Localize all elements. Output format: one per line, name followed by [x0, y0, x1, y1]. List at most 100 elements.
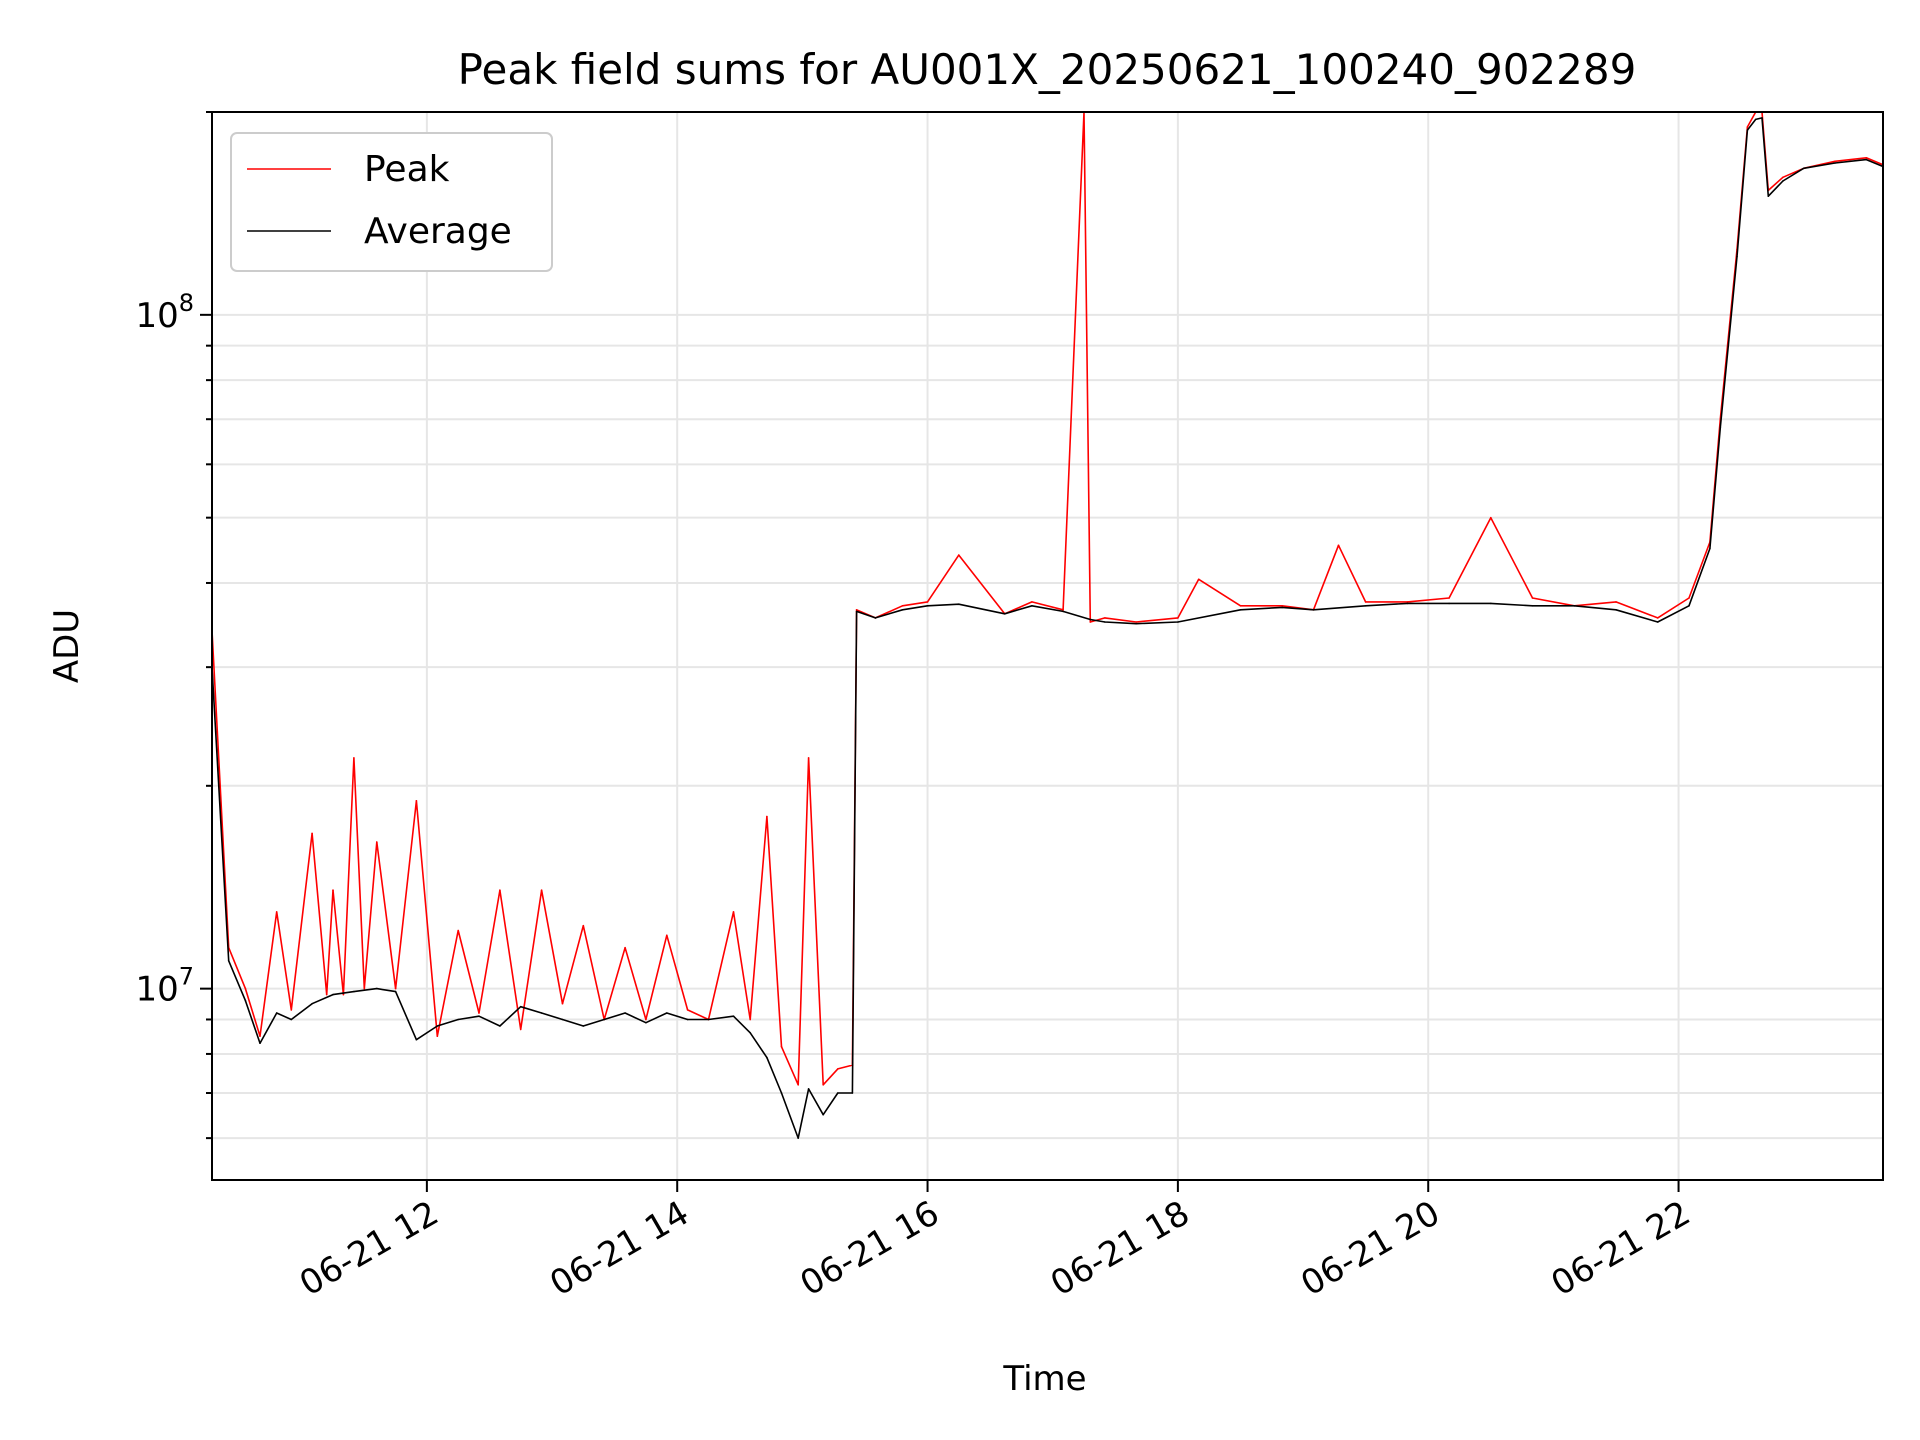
data-point-peak — [1135, 621, 1137, 623]
data-point-average — [780, 1092, 783, 1094]
data-point-peak — [1177, 617, 1179, 619]
data-point-average — [1531, 605, 1534, 607]
data-point-peak — [499, 889, 501, 891]
data-point-average — [376, 987, 378, 990]
legend-label-average: Average — [364, 211, 512, 252]
data-point-peak — [561, 1002, 564, 1005]
data-point-average — [749, 1032, 751, 1034]
data-point-peak — [1281, 605, 1283, 607]
data-point-average — [415, 1038, 418, 1041]
series-layer — [211, 111, 1884, 1139]
data-point-average — [707, 1018, 710, 1021]
data-point-peak — [901, 605, 904, 607]
data-point-average — [1448, 602, 1450, 605]
data-point-average — [1754, 118, 1757, 121]
data-point-average — [797, 1137, 799, 1139]
data-point-average — [1406, 602, 1409, 605]
data-point-peak — [1031, 601, 1033, 603]
y-tick-label: 107 — [135, 963, 194, 1010]
data-point-peak — [1865, 157, 1868, 159]
data-point-average — [1736, 255, 1738, 258]
data-point-average — [855, 610, 858, 613]
data-point-peak — [837, 1068, 839, 1070]
data-point-peak — [1782, 176, 1784, 179]
data-point-peak — [540, 889, 543, 891]
data-point-average — [436, 1025, 439, 1027]
data-point-average — [540, 1012, 543, 1014]
data-point-peak — [376, 841, 378, 843]
data-point-peak — [436, 1035, 439, 1037]
data-point-peak — [822, 1084, 824, 1086]
data-point-average — [1688, 605, 1690, 607]
data-point-peak — [290, 1009, 293, 1011]
data-point-average — [561, 1018, 564, 1021]
data-point-average — [259, 1042, 261, 1044]
data-point-peak — [1337, 544, 1340, 547]
data-point-average — [290, 1018, 293, 1021]
data-point-average — [1239, 609, 1242, 611]
data-point-peak — [275, 911, 278, 913]
data-point-peak — [1239, 605, 1242, 607]
data-point-peak — [325, 993, 328, 996]
data-point-average — [1364, 605, 1367, 607]
data-point-average — [1656, 621, 1659, 623]
data-point-peak — [332, 889, 334, 891]
data-point-average — [1834, 162, 1836, 164]
data-point-peak — [1089, 621, 1092, 623]
data-point-average — [332, 993, 334, 996]
data-point-average — [1031, 605, 1033, 607]
data-point-average — [244, 999, 247, 1002]
data-point-average — [766, 1056, 768, 1059]
data-point-average — [1802, 167, 1805, 170]
data-point-peak — [457, 929, 460, 932]
data-point-peak — [1364, 601, 1367, 603]
data-point-peak — [807, 757, 810, 759]
data-point-average — [519, 1005, 522, 1008]
x-axis-title: Time — [1002, 1359, 1086, 1399]
data-point-peak — [1656, 617, 1659, 619]
data-point-average — [457, 1018, 460, 1021]
data-point-average — [1782, 180, 1784, 182]
data-point-peak — [1104, 617, 1106, 619]
data-point-average — [1177, 621, 1179, 623]
data-point-peak — [519, 1028, 522, 1031]
data-point-peak — [394, 987, 397, 990]
y-tick-label-exponent: 8 — [179, 289, 194, 317]
data-point-average — [1062, 610, 1064, 613]
data-point-average — [353, 990, 355, 993]
data-point-average — [958, 603, 960, 605]
data-point-average — [1709, 547, 1711, 550]
data-point-average — [275, 1012, 278, 1014]
y-tick-label-base: 10 — [135, 970, 178, 1010]
data-point-peak — [645, 1018, 647, 1021]
data-point-peak — [1448, 597, 1450, 599]
data-point-peak — [353, 757, 355, 759]
data-point-average — [926, 605, 929, 607]
data-point-peak — [415, 800, 418, 802]
data-point-average — [582, 1025, 585, 1027]
data-point-peak — [780, 1045, 783, 1048]
data-point-peak — [666, 934, 668, 937]
legend-box — [230, 132, 553, 272]
data-point-peak — [624, 946, 626, 949]
data-point-average — [1615, 609, 1617, 611]
y-tick-label: 108 — [135, 289, 194, 336]
data-point-peak — [1531, 597, 1534, 599]
data-point-peak — [958, 554, 960, 556]
chart-title: Peak field sums for AU001X_20250621_1002… — [458, 45, 1637, 94]
data-point-peak — [1834, 160, 1836, 163]
data-point-average — [686, 1018, 689, 1021]
data-point-peak — [478, 1012, 480, 1014]
data-point-average — [394, 990, 397, 993]
data-point-average — [1746, 129, 1749, 131]
data-point-average — [901, 609, 904, 611]
y-tick-label-base: 10 — [135, 296, 178, 336]
data-point-peak — [1746, 126, 1749, 128]
data-point-average — [822, 1113, 824, 1116]
data-point-peak — [342, 993, 345, 996]
data-point-peak — [363, 987, 366, 990]
data-point-peak — [926, 601, 929, 603]
data-point-peak — [1615, 601, 1617, 603]
